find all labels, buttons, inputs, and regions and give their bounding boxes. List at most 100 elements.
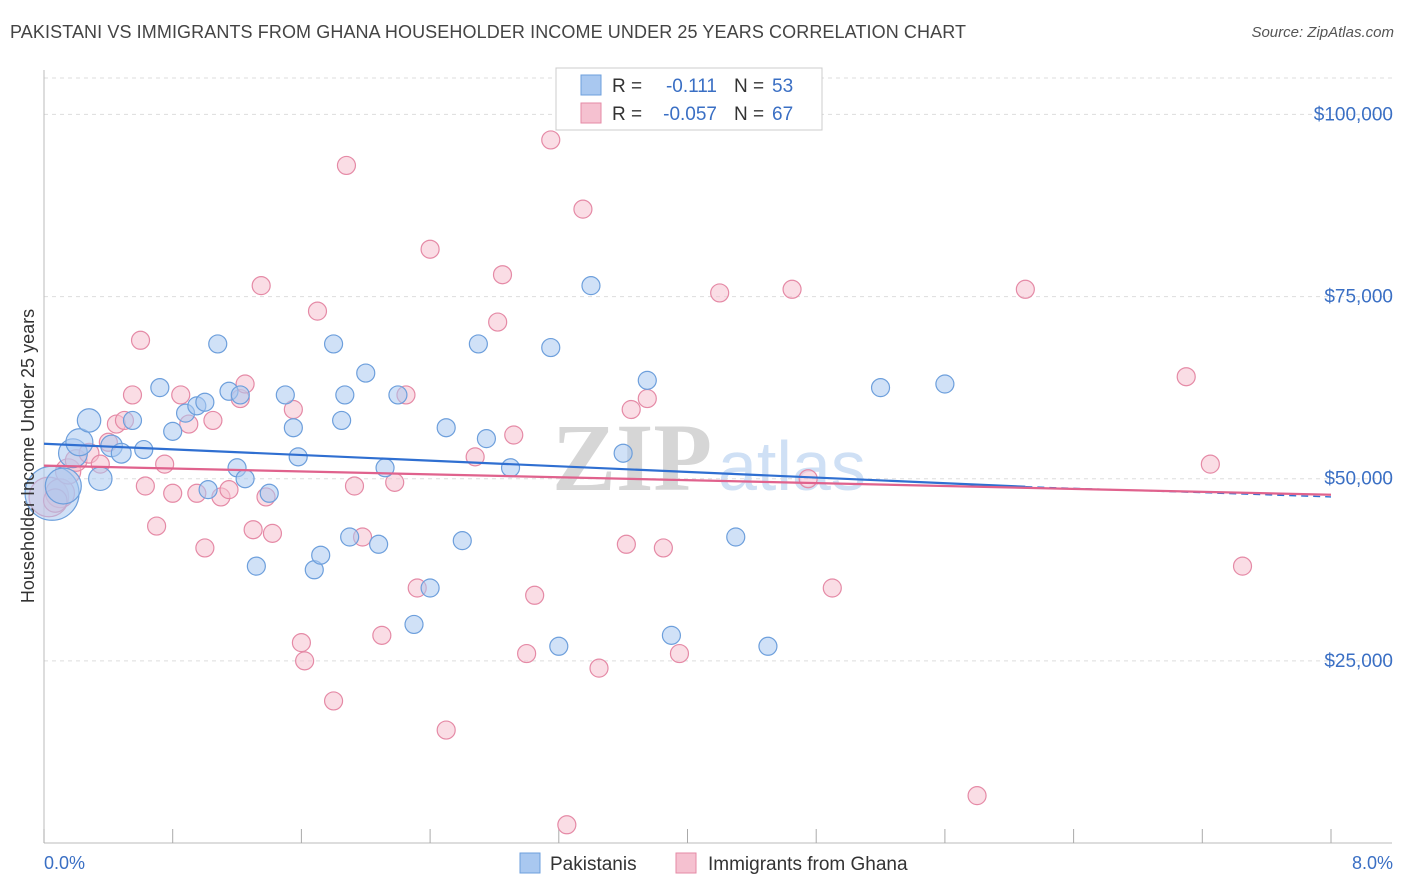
ghana-point — [1232, 556, 1253, 576]
ghana-point — [492, 265, 513, 285]
stats-r-label: R = — [612, 104, 642, 125]
ghana-point — [517, 643, 537, 664]
ghana-point — [1015, 279, 1035, 299]
pakistani-point — [340, 527, 360, 547]
pakistani-point — [541, 337, 561, 358]
ghana-point — [710, 283, 730, 303]
stats-r-value: -0.111 — [666, 76, 717, 97]
ghana-point — [504, 425, 524, 445]
ghana-point — [135, 476, 155, 496]
ghana-point — [573, 199, 593, 219]
ghana-point — [147, 516, 167, 536]
x-tick-label: 8.0% — [1352, 853, 1393, 873]
pakistani-point — [311, 545, 331, 565]
pakistani-points — [24, 276, 955, 656]
pakistani-point — [500, 458, 521, 478]
x-tick-labels: 0.0% 8.0% — [44, 853, 1393, 873]
ghana-point — [344, 476, 365, 496]
legend-label-pakistanis: Pakistanis — [550, 854, 637, 875]
pakistani-point — [613, 443, 633, 463]
pakistani-point — [275, 385, 295, 405]
pakistani-point — [246, 556, 266, 576]
ghana-point — [203, 410, 223, 431]
pakistani-point — [661, 625, 682, 645]
x-tick-label: 0.0% — [44, 853, 85, 873]
ghana-point — [436, 720, 456, 740]
pakistani-point — [436, 418, 456, 438]
pakistani-point — [581, 276, 601, 296]
ghana-point — [336, 155, 357, 176]
ghana-point — [967, 786, 987, 806]
legend-swatch-ghana — [675, 852, 697, 874]
ghana-point — [219, 480, 239, 500]
ghana-point — [420, 239, 440, 259]
pakistani-point — [476, 429, 497, 449]
ghana-point — [262, 523, 283, 543]
stats-swatch-blue — [580, 74, 602, 96]
pakistani-point — [356, 363, 376, 383]
pakistani-point — [758, 636, 778, 656]
ghana-point — [1200, 454, 1220, 474]
ghana-point — [589, 658, 609, 678]
pakistani-point — [288, 447, 308, 467]
ghana-point — [291, 633, 311, 653]
pakistani-point — [404, 614, 424, 635]
y-tick-label: $75,000 — [1324, 287, 1393, 308]
stats-r-value: -0.057 — [663, 104, 717, 125]
pakistani-trend-line — [43, 442, 1026, 488]
pakistani-point — [134, 439, 154, 460]
pakistani-point — [163, 421, 183, 441]
pakistani-point — [452, 531, 472, 551]
source-label: Source: ZipAtlas.com — [1251, 24, 1394, 41]
stats-n-label: N = — [734, 104, 764, 125]
ghana-point — [822, 578, 842, 598]
ghana-point — [557, 815, 577, 835]
pakistani-point — [150, 378, 170, 398]
ghana-point — [171, 385, 191, 405]
ghana-point — [541, 130, 561, 150]
ghana-point — [488, 312, 508, 332]
legend-label-ghana: Immigrants from Ghana — [708, 854, 908, 875]
watermark-atlas: atlas — [718, 427, 866, 505]
ghana-point — [616, 534, 636, 554]
ghana-point — [637, 388, 657, 409]
pakistani-point — [65, 428, 94, 457]
pakistani-point — [76, 408, 102, 433]
pakistani-point — [388, 385, 408, 405]
pakistani-point — [198, 480, 218, 500]
watermark: ZIP atlas — [552, 404, 866, 511]
ghana-point — [782, 279, 802, 299]
ghana-point — [130, 330, 151, 350]
ghana-point — [323, 691, 344, 711]
legend-swatch-pakistanis — [519, 852, 541, 874]
y-axis-label: Householder Income Under 25 years — [18, 309, 38, 603]
ghana-point — [195, 538, 215, 558]
stats-swatch-pink — [580, 102, 602, 124]
watermark-zip: ZIP — [552, 404, 712, 511]
stats-n-label: N = — [734, 76, 764, 97]
pakistani-point — [468, 334, 488, 354]
ghana-trend-line — [43, 464, 1332, 496]
y-tick-label: $100,000 — [1314, 104, 1393, 125]
pakistani-point — [369, 534, 389, 554]
ghana-point — [295, 651, 315, 671]
pakistani-point — [420, 578, 440, 598]
ghana-point — [798, 469, 818, 489]
legend: Pakistanis Immigrants from Ghana — [519, 852, 908, 875]
stats-legend: R = -0.111 N = 53 R = -0.057 N = 67 — [555, 67, 823, 131]
pakistani-point — [259, 483, 279, 503]
y-tick-label: $50,000 — [1324, 469, 1393, 490]
ghana-point — [669, 643, 690, 664]
pakistani-point — [637, 370, 657, 390]
stats-r-label: R = — [612, 76, 642, 97]
stats-n-value: 53 — [772, 76, 793, 97]
pakistani-point — [335, 385, 355, 405]
ghana-point — [155, 454, 175, 474]
pakistani-point — [323, 334, 344, 354]
pakistani-point — [235, 469, 255, 489]
ghana-point — [1176, 367, 1196, 387]
y-tick-label: $25,000 — [1324, 651, 1393, 672]
pakistani-point — [332, 410, 352, 431]
ghana-point — [372, 625, 392, 645]
